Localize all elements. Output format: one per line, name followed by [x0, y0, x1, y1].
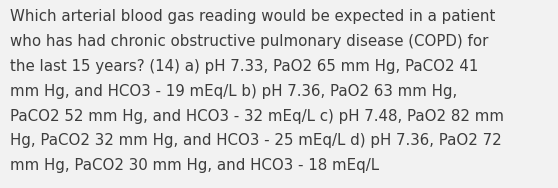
- Text: the last 15 years? (14) a) pH 7.33, PaO2 65 mm Hg, PaCO2 41: the last 15 years? (14) a) pH 7.33, PaO2…: [10, 59, 478, 74]
- Text: mm Hg, and HCO3 - 19 mEq/L b) pH 7.36, PaO2 63 mm Hg,: mm Hg, and HCO3 - 19 mEq/L b) pH 7.36, P…: [10, 84, 458, 99]
- Text: PaCO2 52 mm Hg, and HCO3 - 32 mEq/L c) pH 7.48, PaO2 82 mm: PaCO2 52 mm Hg, and HCO3 - 32 mEq/L c) p…: [10, 109, 504, 124]
- Text: Hg, PaCO2 32 mm Hg, and HCO3 - 25 mEq/L d) pH 7.36, PaO2 72: Hg, PaCO2 32 mm Hg, and HCO3 - 25 mEq/L …: [10, 133, 502, 149]
- Text: mm Hg, PaCO2 30 mm Hg, and HCO3 - 18 mEq/L: mm Hg, PaCO2 30 mm Hg, and HCO3 - 18 mEq…: [10, 158, 379, 173]
- Text: Which arterial blood gas reading would be expected in a patient: Which arterial blood gas reading would b…: [10, 9, 496, 24]
- Text: who has had chronic obstructive pulmonary disease (COPD) for: who has had chronic obstructive pulmonar…: [10, 34, 488, 49]
